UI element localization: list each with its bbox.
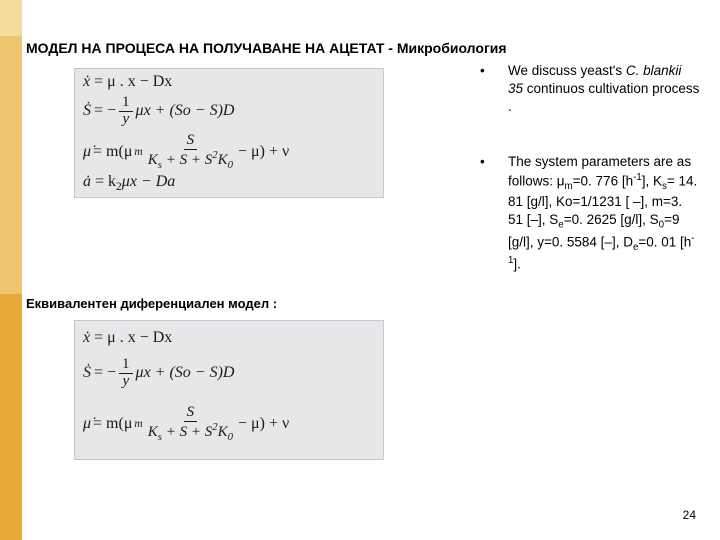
eq3b-text: μ̇ = m(μm S Ks + S + S2K0 − μ) + ν (83, 405, 289, 443)
bullet-body-1: We discuss yeast's C. blankii 35 continu… (508, 62, 700, 117)
page-number: 24 (683, 508, 696, 522)
eq1-text: ẋ = μ . x − Dx (83, 73, 172, 91)
eq1b-text: ẋ = μ . x − Dx (83, 329, 172, 347)
sidebar-stripe-top (0, 0, 22, 36)
formula-box-2: ẋ = μ . x − Dx Ṡ = − 1 y μx + (So − S)… (74, 320, 384, 460)
eq4-text: ȧ = k2μx − Da (83, 173, 175, 193)
bullet-list: • We discuss yeast's C. blankii 35 conti… (480, 62, 700, 310)
list-item: • The system parameters are as follows: … (480, 153, 700, 275)
page-title: МОДЕЛ НА ПРОЦЕСА НА ПОЛУЧАВАНЕ НА АЦЕТАТ… (26, 40, 507, 56)
eq2-text: Ṡ = − 1 y μx + (So − S)D (83, 95, 234, 128)
sidebar-stripe-mid (0, 36, 22, 294)
formula-box-1: ẋ = μ . x − Dx Ṡ = − 1 y μx + (So − S)… (74, 68, 384, 198)
eq2b-text: Ṡ = − 1 y μx + (So − S)D (83, 357, 234, 390)
bullet-body-2: The system parameters are as follows: μm… (508, 153, 700, 275)
eq3-text: μ̇ = m(μm S Ks + S + S2K0 − μ) + ν (83, 133, 289, 171)
bullet-mark: • (480, 153, 508, 275)
list-item: • We discuss yeast's C. blankii 35 conti… (480, 62, 700, 117)
subtitle: Еквивалентен диференциален модел : (26, 296, 277, 311)
bullet-mark: • (480, 62, 508, 117)
